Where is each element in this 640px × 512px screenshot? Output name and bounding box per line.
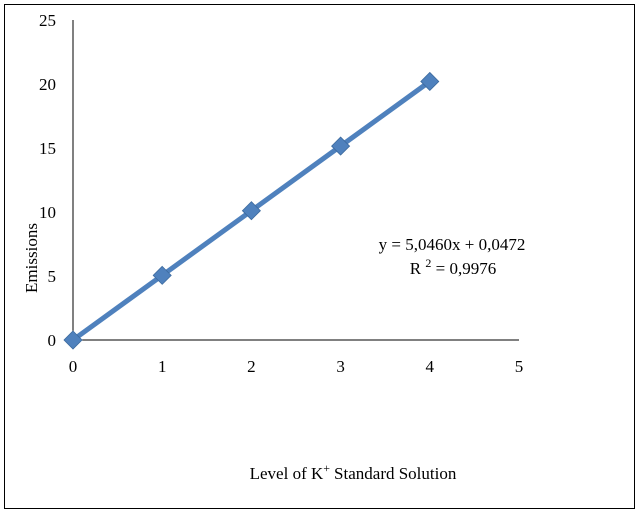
y-tick-label: 0 [48, 331, 57, 350]
y-axis-label: Emissions [22, 223, 41, 293]
series-group [63, 71, 440, 350]
x-tick-label: 2 [247, 357, 256, 376]
data-point-diamond [241, 201, 261, 221]
x-axis-label: Level of K+ Standard Solution [250, 461, 457, 483]
y-tick-label: 15 [39, 139, 56, 158]
x-tick-label: 0 [69, 357, 78, 376]
chart-frame [4, 4, 635, 509]
y-tick-labels: 0 5 10 15 20 25 [39, 11, 56, 350]
x-tick-labels: 0 1 2 3 4 5 [69, 357, 524, 376]
y-tick-label: 10 [39, 203, 56, 222]
data-point-diamond [63, 330, 83, 350]
y-tick-label: 25 [39, 11, 56, 30]
x-tick-label: 1 [158, 357, 167, 376]
trendline-equation: y = 5,0460x + 0,0472 [379, 235, 526, 254]
data-point-diamond [420, 71, 440, 92]
r-squared-value: = 0,9976 [431, 259, 496, 278]
x-tick-label: 5 [515, 357, 524, 376]
x-axis-label-main: Level of K [250, 464, 324, 483]
r-squared-superscript: 2 [425, 256, 431, 270]
x-axis-label-suffix: Standard Solution [334, 464, 457, 483]
x-tick-label: 3 [336, 357, 345, 376]
axes [72, 20, 519, 341]
x-axis-label-superscript: + [323, 461, 330, 475]
x-tick-label: 4 [426, 357, 435, 376]
r-squared-label: R 2 = 0,9976 [410, 256, 496, 278]
data-point-diamond [152, 265, 172, 285]
y-tick-label: 5 [48, 267, 57, 286]
r-squared-prefix: R [410, 259, 426, 278]
y-tick-label: 20 [39, 75, 56, 94]
data-point-diamond [331, 136, 351, 156]
